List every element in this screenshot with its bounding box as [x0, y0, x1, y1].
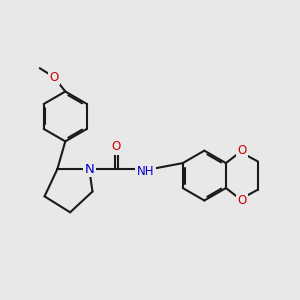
Text: NH: NH	[136, 165, 154, 178]
Text: O: O	[237, 144, 247, 157]
Text: N: N	[84, 163, 94, 176]
Text: O: O	[237, 194, 247, 207]
Text: O: O	[50, 70, 59, 84]
Text: O: O	[112, 140, 121, 153]
